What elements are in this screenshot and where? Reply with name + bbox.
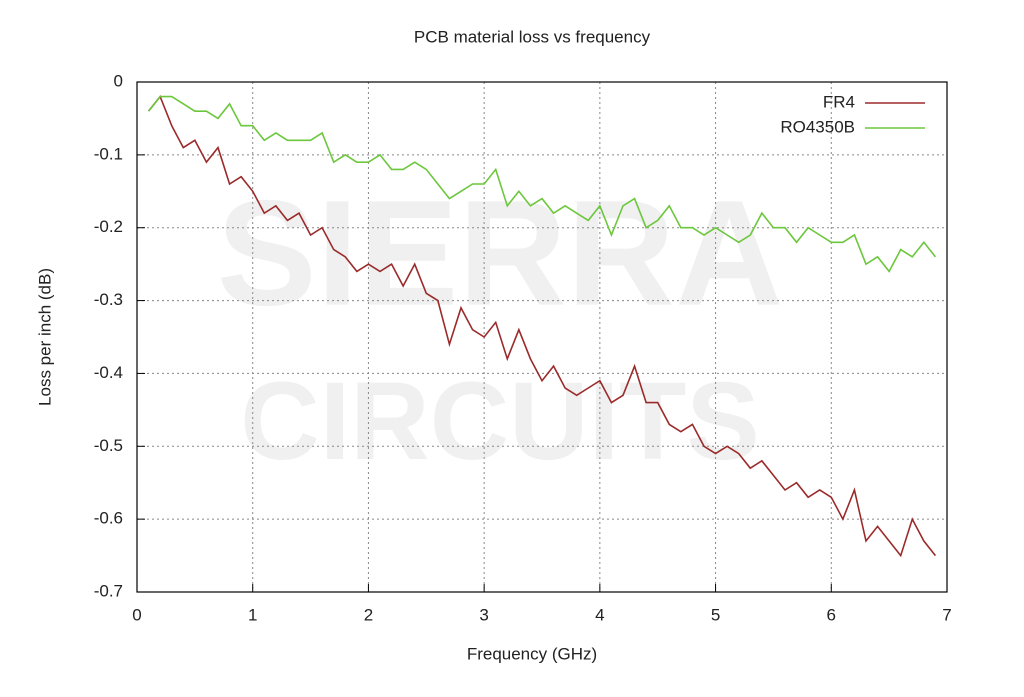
series-line bbox=[147, 94, 937, 558]
x-tick-label: 6 bbox=[827, 605, 836, 624]
plot-frame bbox=[136, 81, 948, 593]
y-axis-label: Loss per inch (dB) bbox=[35, 268, 54, 406]
y-tick-label: -0.5 bbox=[94, 436, 123, 455]
y-tick-label: -0.4 bbox=[94, 363, 123, 382]
x-tick-label: 7 bbox=[942, 605, 951, 624]
x-tick-label: 1 bbox=[248, 605, 257, 624]
x-tick-label: 0 bbox=[132, 605, 141, 624]
y-tick-label: -0.7 bbox=[94, 581, 123, 600]
y-tick-label: -0.2 bbox=[94, 217, 123, 236]
legend-label: RO4350B bbox=[780, 117, 855, 136]
x-axis-label: Frequency (GHz) bbox=[467, 644, 597, 663]
series-line bbox=[147, 95, 937, 273]
x-tick-label: 5 bbox=[711, 605, 720, 624]
chart-title: PCB material loss vs frequency bbox=[414, 27, 651, 46]
y-tick-label: -0.1 bbox=[94, 144, 123, 163]
legend-label: FR4 bbox=[823, 92, 855, 111]
y-tick-label: 0 bbox=[114, 71, 123, 90]
y-tick-label: -0.6 bbox=[94, 509, 123, 528]
x-tick-label: 3 bbox=[479, 605, 488, 624]
x-tick-label: 4 bbox=[595, 605, 604, 624]
y-tick-label: -0.3 bbox=[94, 290, 123, 309]
watermark: SIERRA bbox=[217, 169, 784, 337]
watermark: CIRCUITS bbox=[240, 360, 759, 483]
x-tick-label: 2 bbox=[364, 605, 373, 624]
